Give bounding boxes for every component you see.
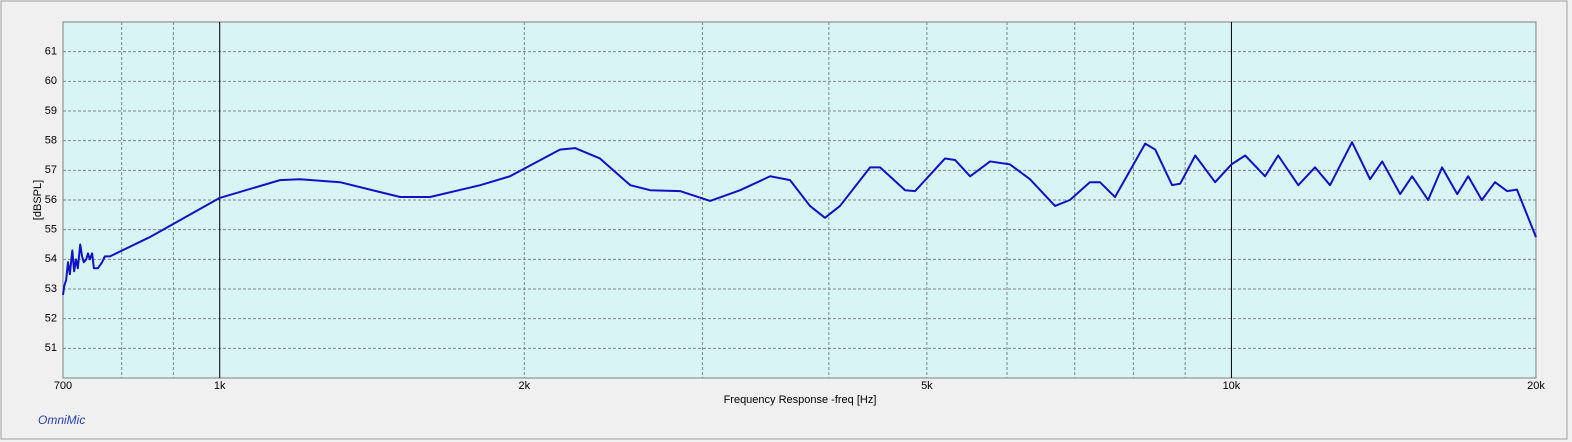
x-tick-label: 2k (518, 380, 530, 392)
plot-layer: 51 52 53 54 55 56 57 58 59 60 61 700 1k 2k 5k 10k 20k (45, 22, 1545, 392)
x-axis-label: Frequency Response -freq [Hz] (724, 394, 877, 406)
y-axis-label: [dBSPL] (32, 180, 44, 220)
y-tick-label: 59 (45, 105, 57, 117)
x-tick-label: 20k (1527, 380, 1545, 392)
x-tick-label: 10k (1223, 380, 1241, 392)
y-tick-label: 52 (45, 313, 57, 325)
app-brand: OmniMic (38, 413, 85, 427)
x-tick-label: 700 (54, 380, 72, 392)
y-tick-label: 53 (45, 283, 57, 295)
y-tick-label: 55 (45, 224, 57, 236)
y-tick-label: 60 (45, 75, 57, 87)
y-tick-label: 56 (45, 194, 57, 206)
y-tick-label: 51 (45, 342, 57, 354)
response-curve (62, 141, 1537, 296)
y-tick-label: 54 (45, 253, 57, 265)
y-tick-label: 61 (45, 46, 57, 58)
x-tick-label: 5k (921, 380, 933, 392)
y-tick-label: 57 (45, 164, 57, 176)
y-tick-label: 58 (45, 135, 57, 147)
x-tick-label: 1k (214, 380, 226, 392)
